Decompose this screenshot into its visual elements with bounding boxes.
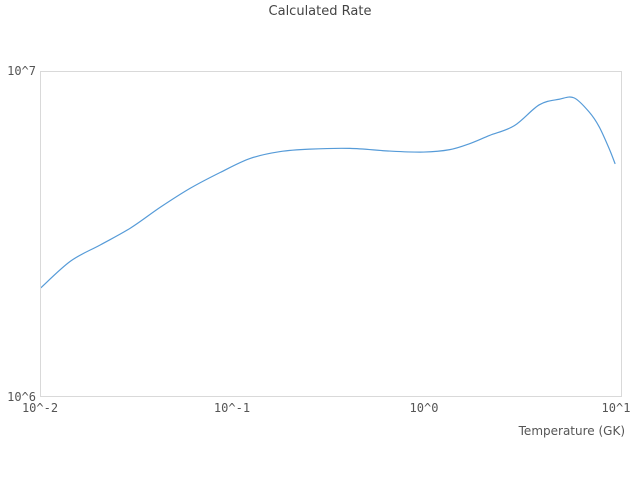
x-tick-label: 10^1 [601, 401, 631, 415]
y-tick-label: 10^6 [7, 390, 36, 404]
y-tick-label: 10^7 [7, 64, 36, 78]
rate-curve-line [41, 96, 616, 289]
rate-curve-svg [41, 96, 616, 289]
x-axis-label: Temperature (GK) [518, 424, 625, 438]
chart-title: Calculated Rate [268, 4, 372, 19]
x-tick-label: 10^0 [409, 401, 439, 415]
x-tick-label: 10^-2 [21, 401, 59, 415]
plot-area [40, 71, 622, 397]
x-tick-label: 10^-1 [213, 401, 251, 415]
